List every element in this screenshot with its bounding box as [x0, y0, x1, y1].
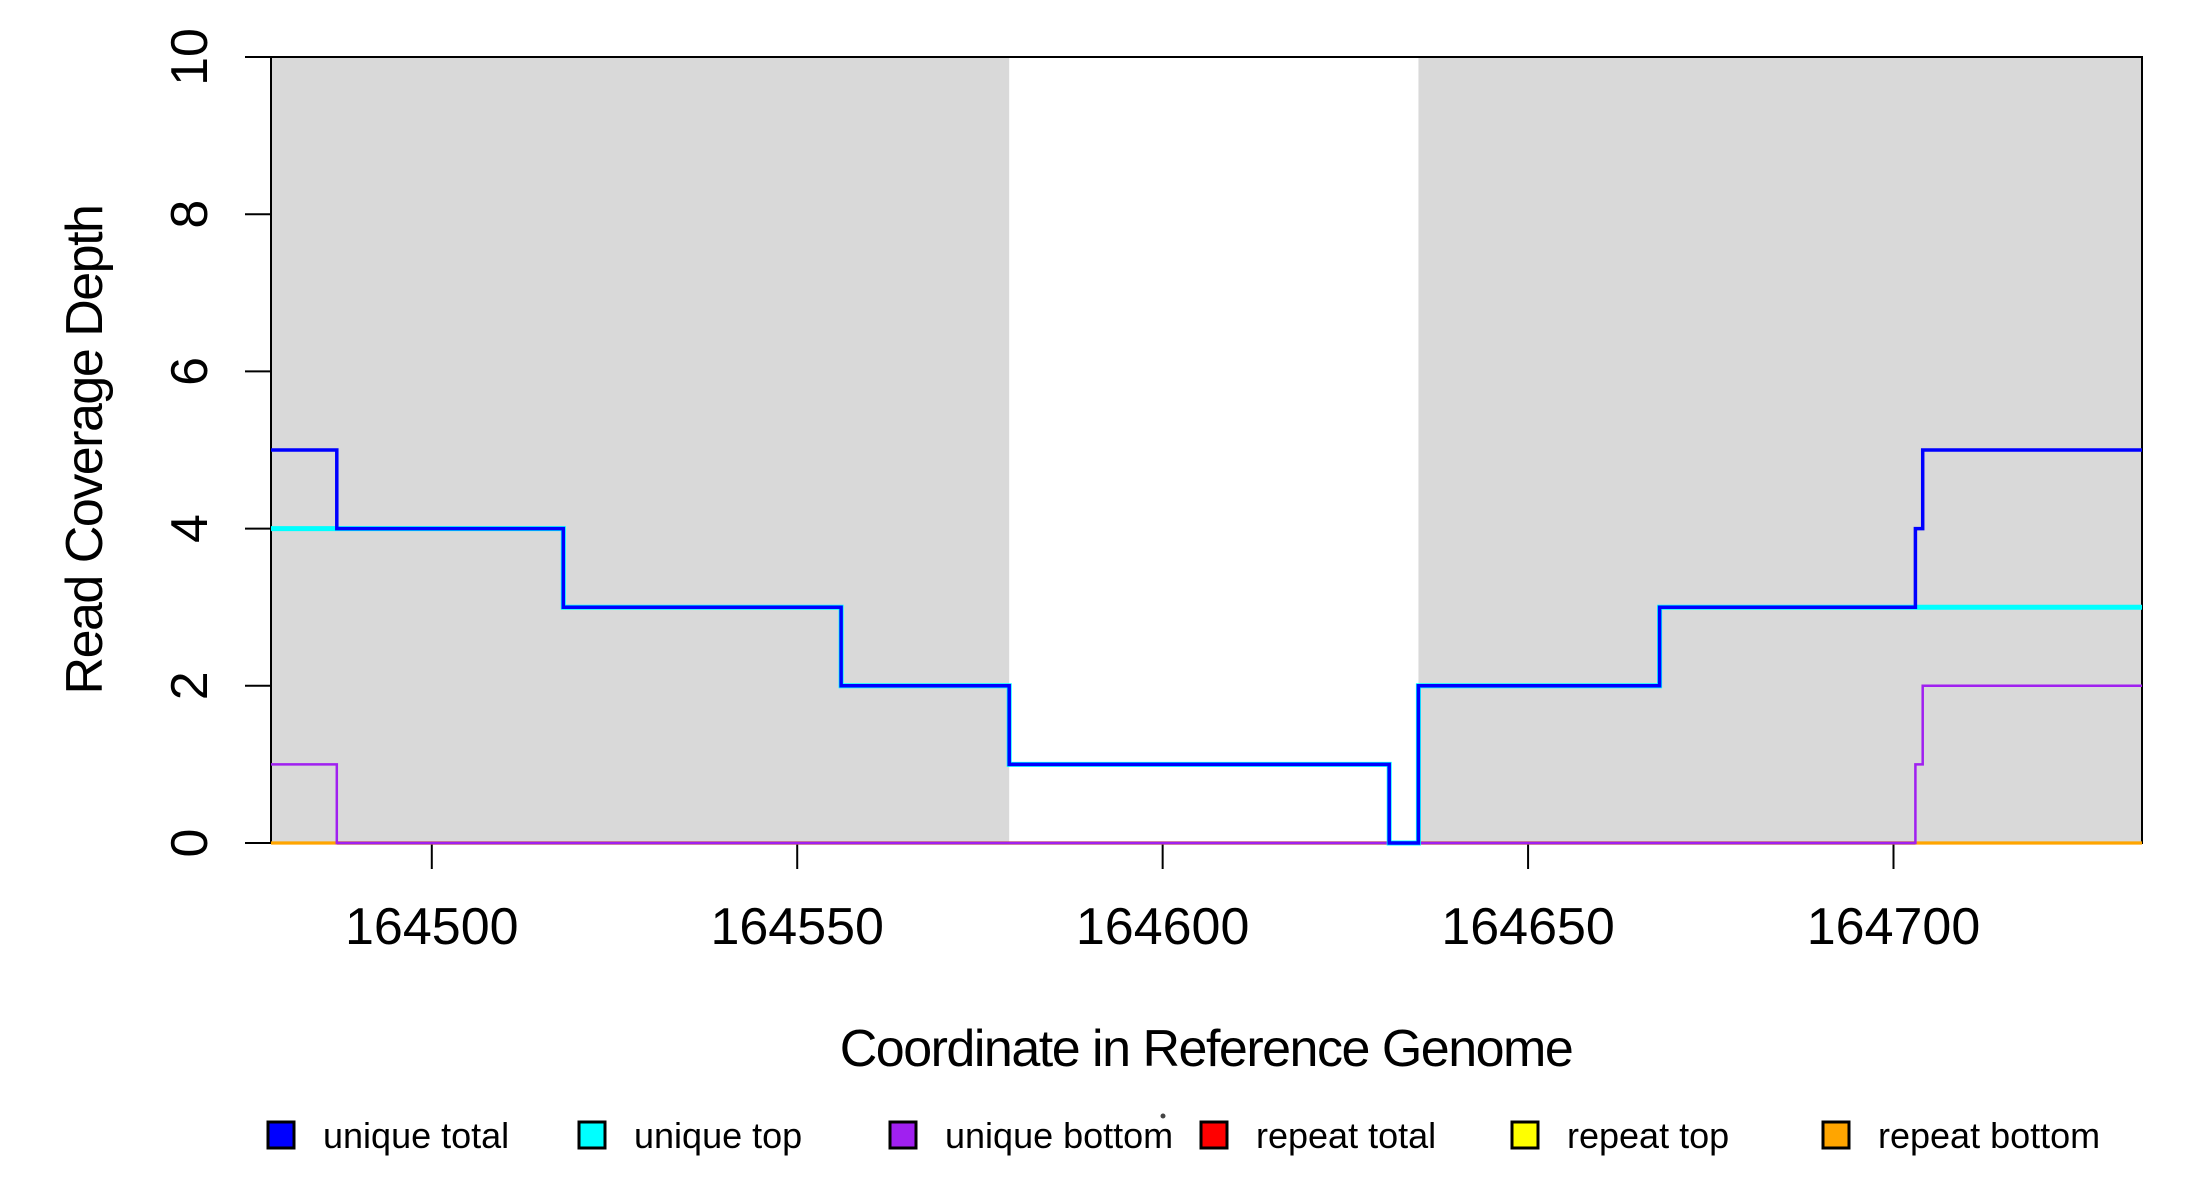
legend-swatch: [1821, 1120, 1851, 1150]
legend-entry-repeat-bottom: repeat bottom: [1821, 1115, 2100, 1156]
legend-label: repeat bottom: [1878, 1115, 2100, 1156]
legend: unique total unique top unique bottom repea…: [266, 1115, 2100, 1156]
x-tick-label: 164600: [1076, 898, 1250, 956]
legend-entry-unique-top: unique top: [577, 1115, 802, 1156]
series-lines: [271, 448, 2142, 846]
legend-label: unique total: [323, 1115, 509, 1156]
legend-entry-repeat-total: repeat total: [1199, 1115, 1436, 1156]
x-tick-label: 164650: [1441, 898, 1615, 956]
y-tick-label: 8: [161, 200, 219, 229]
legend-swatch: [577, 1120, 607, 1150]
legend-label: unique bottom: [945, 1115, 1173, 1156]
legend-entry-unique-bottom: unique bottom: [888, 1115, 1173, 1156]
legend-label: unique top: [634, 1115, 802, 1156]
y-tick-label: 0: [161, 829, 219, 858]
series-line-unique-bottom: [271, 684, 2142, 845]
shaded-regions: [271, 57, 2142, 843]
y-tick-label: 2: [161, 671, 219, 700]
legend-entry-unique-total: unique total: [266, 1115, 509, 1156]
legend-swatch: [266, 1120, 296, 1150]
axis-ticks: 164500 164550 164600 164650 164700 0 2 4 6 8 10: [161, 28, 1980, 956]
legend-label: repeat total: [1256, 1115, 1436, 1156]
x-tick-label: 164500: [345, 898, 519, 956]
shaded-region: [271, 57, 1010, 843]
stray-dot: [1160, 1113, 1166, 1119]
y-tick-label: 4: [161, 514, 219, 543]
legend-swatch: [888, 1120, 918, 1150]
y-axis-title: Read Coverage Depth: [56, 206, 114, 695]
x-tick-label: 164700: [1807, 898, 1981, 956]
series-line-unique-total: [271, 448, 2142, 845]
legend-swatch: [1510, 1120, 1540, 1150]
x-axis-title: Coordinate in Reference Genome: [840, 1020, 1573, 1078]
y-tick-label: 10: [161, 28, 219, 86]
y-tick-label: 6: [161, 357, 219, 386]
legend-swatch: [1199, 1120, 1229, 1150]
legend-entry-repeat-top: repeat top: [1510, 1115, 1729, 1156]
x-tick-label: 164550: [710, 898, 884, 956]
legend-label: repeat top: [1567, 1115, 1729, 1156]
